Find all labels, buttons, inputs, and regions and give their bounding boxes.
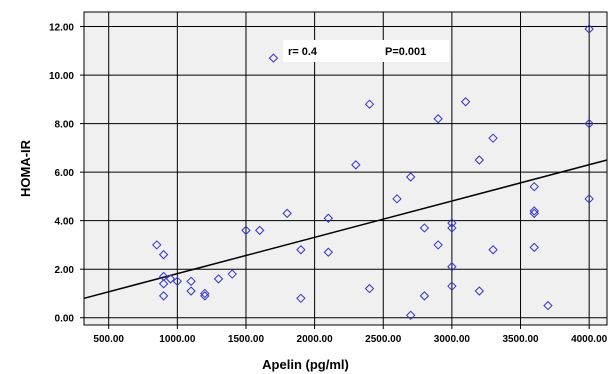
grid-lines — [84, 12, 607, 325]
x-tick-label: 2500.00 — [365, 334, 402, 345]
data-point — [405, 310, 416, 321]
y-tick-label: 10.00 — [49, 71, 74, 82]
data-point — [152, 240, 162, 250]
data-point — [323, 247, 334, 257]
data-point — [529, 208, 539, 219]
data-point — [186, 276, 196, 287]
data-point — [158, 271, 169, 282]
data-point — [241, 225, 251, 236]
data-point — [488, 245, 498, 255]
data-point — [529, 181, 539, 192]
data-point — [364, 283, 375, 294]
data-point — [296, 293, 306, 304]
x-tick-label: 500.00 — [93, 334, 124, 345]
data-point — [282, 208, 292, 219]
data-point — [296, 245, 306, 255]
plot-frame — [83, 11, 608, 326]
y-tick-label: 2.00 — [55, 265, 75, 276]
x-axis-title: Apelin (pg/ml) — [262, 357, 349, 372]
x-axis-ticks: 500.00 1000.00 1500.00 2000.00 2500.00 3000.0… — [93, 325, 608, 345]
data-point — [158, 291, 169, 301]
data-point — [268, 53, 279, 63]
r-value-label: r= 0.4 — [288, 46, 318, 58]
data-point — [447, 262, 457, 272]
y-tick-label: 4.00 — [55, 217, 75, 228]
plot-area — [84, 12, 607, 325]
y-axis-ticks: 0.00 2.00 4.00 6.00 8.00 10.00 12.00 — [49, 23, 84, 325]
data-point — [158, 279, 169, 289]
data-point — [460, 97, 471, 107]
data-point — [447, 218, 457, 228]
data-point — [474, 286, 485, 296]
annotation-box — [283, 40, 449, 62]
data-point — [529, 242, 539, 253]
data-point — [323, 213, 334, 223]
data-point — [419, 291, 430, 301]
data-point — [351, 160, 361, 170]
y-tick-label: 8.00 — [55, 120, 75, 131]
data-point — [254, 225, 265, 236]
data-point — [433, 240, 443, 250]
data-point — [186, 286, 196, 296]
data-point — [488, 133, 498, 143]
x-tick-label: 4000.00 — [571, 334, 608, 345]
y-axis-title: HOMA-IR — [18, 139, 33, 197]
data-point — [543, 300, 553, 311]
y-tick-label: 12.00 — [49, 23, 74, 34]
x-tick-label: 2000.00 — [297, 334, 334, 345]
y-tick-label: 6.00 — [55, 168, 75, 179]
data-point — [419, 223, 430, 233]
data-point — [392, 194, 402, 204]
data-point — [584, 24, 594, 34]
x-tick-label: 3000.00 — [434, 334, 471, 345]
data-point — [364, 99, 375, 109]
p-value-label: P=0.001 — [385, 46, 426, 58]
data-point — [447, 223, 457, 233]
x-tick-label: 1500.00 — [228, 334, 265, 345]
x-tick-label: 3500.00 — [502, 334, 539, 345]
data-point — [200, 288, 210, 299]
data-point — [447, 281, 457, 291]
data-point — [474, 155, 485, 165]
data-point — [405, 172, 416, 182]
data-point — [172, 276, 183, 287]
data-point — [165, 274, 176, 284]
y-tick-label: 0.00 — [55, 314, 75, 325]
data-point — [213, 274, 224, 284]
data-point — [529, 206, 539, 216]
data-point — [200, 291, 210, 301]
data-point — [158, 249, 169, 260]
data-point — [227, 269, 237, 279]
data-point — [584, 118, 594, 129]
data-point — [433, 114, 443, 124]
data-point — [584, 194, 594, 204]
data-points — [152, 24, 594, 321]
x-tick-label: 1000.00 — [159, 334, 196, 345]
